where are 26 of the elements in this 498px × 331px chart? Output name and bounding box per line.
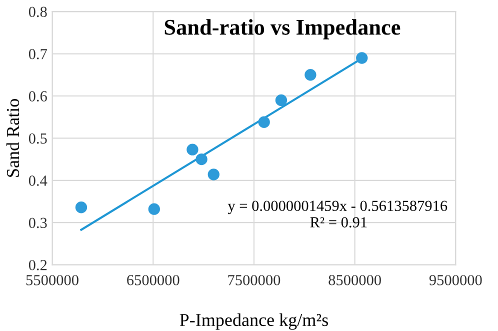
y-tick-label: 0.6 — [28, 91, 47, 102]
point — [186, 144, 198, 156]
annotation: y = 0.0000001459x - 0.5613587916 — [228, 200, 448, 214]
point — [148, 203, 160, 215]
y-axis-title: Sand Ratio — [6, 99, 20, 177]
point — [208, 168, 220, 180]
x-tick-label: 9500000 — [429, 274, 482, 286]
annotation: R² = 0.91 — [310, 217, 367, 228]
point — [304, 69, 316, 81]
point — [275, 94, 288, 106]
y-tick-label: 0.7 — [28, 48, 47, 60]
x-tick-label: 8500000 — [328, 274, 381, 286]
point — [196, 153, 208, 166]
point — [75, 202, 88, 214]
y-tick-label: 0.5 — [28, 133, 47, 144]
y-tick-label: 0.8 — [28, 6, 47, 18]
x-tick-label: 6500000 — [127, 274, 180, 286]
y-tick-label: 0.4 — [28, 176, 48, 186]
point — [258, 116, 270, 128]
x-tick-label: 5500000 — [26, 274, 78, 286]
chart-title: Sand-ratio vs Impedance — [164, 19, 400, 40]
x-axis-title: P-Impedance kg/m²s — [180, 313, 328, 330]
x-tick-label: 7500000 — [228, 274, 280, 286]
point — [356, 52, 368, 64]
y-tick-label: 0.3 — [28, 218, 47, 228]
y-tick-label: 0.2 — [28, 260, 47, 270]
